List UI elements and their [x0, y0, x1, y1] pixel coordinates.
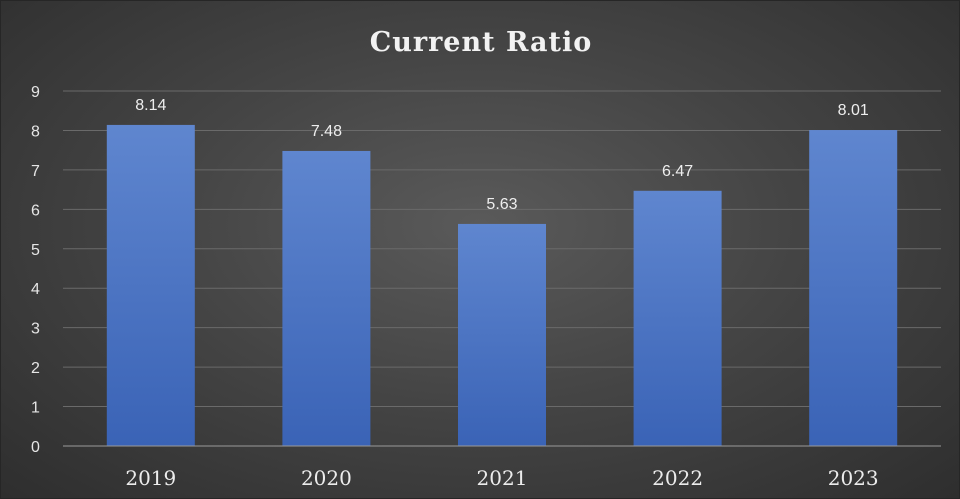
y-axis-ticks: 0 1 2 3 4 5 6 7 8 9: [31, 84, 40, 456]
data-label: 8.01: [838, 102, 869, 119]
y-tick-label: 7: [31, 163, 40, 180]
bars: [106, 124, 898, 447]
x-tick-label: 2019: [125, 466, 176, 490]
chart-title: Current Ratio: [369, 27, 593, 58]
y-tick-label: 8: [31, 123, 40, 140]
y-tick-label: 6: [31, 202, 40, 219]
data-label: 8.14: [135, 97, 166, 114]
bar-2020: [282, 150, 371, 446]
y-tick-label: 1: [31, 400, 40, 417]
y-tick-label: 2: [31, 360, 40, 377]
x-tick-label: 2021: [477, 466, 528, 490]
x-tick-label: 2020: [301, 466, 352, 490]
data-label: 7.48: [311, 123, 342, 140]
y-tick-label: 9: [31, 84, 40, 101]
bar-2021: [458, 223, 546, 446]
bar-2023: [809, 130, 898, 447]
y-tick-label: 3: [31, 321, 40, 338]
bar-2022: [633, 190, 722, 446]
x-tick-label: 2023: [828, 466, 879, 490]
data-label: 6.47: [662, 163, 693, 180]
x-tick-label: 2022: [652, 466, 703, 490]
y-tick-label: 5: [31, 242, 40, 259]
data-label: 5.63: [486, 196, 517, 213]
data-labels: 8.14 7.48 5.63 6.47 8.01: [135, 97, 869, 213]
x-axis-ticks: 2019 2020 2021 2022 2023: [125, 466, 878, 490]
y-tick-label: 4: [31, 281, 40, 298]
y-tick-label: 0: [31, 439, 40, 456]
bar-2019: [106, 124, 195, 446]
